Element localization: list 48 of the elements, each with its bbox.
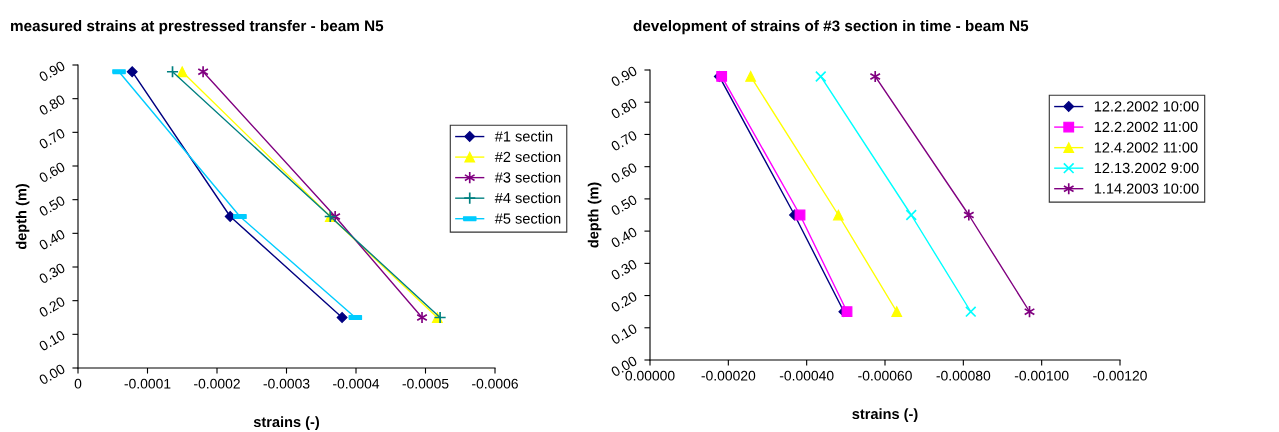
y-tick-label: 0.80 bbox=[610, 97, 638, 120]
x-tick-label: -0.00020 bbox=[701, 370, 756, 381]
y-tick-label: 0.70 bbox=[610, 130, 638, 152]
x-tick-label: -0.0005 bbox=[402, 378, 449, 389]
legend-label: #5 section bbox=[494, 213, 561, 224]
x-tick-label: -0.0006 bbox=[472, 378, 518, 389]
y-tick-label: 0.00 bbox=[38, 363, 66, 386]
legend-label: 12.4.2002 11:00 bbox=[1094, 142, 1198, 153]
y-tick-label: 0.80 bbox=[38, 94, 66, 116]
y-tick-label: 0.40 bbox=[610, 226, 638, 249]
y-tick-label: 0.60 bbox=[610, 162, 638, 184]
legend-label: #1 sectin bbox=[494, 130, 553, 142]
legend-label: #3 section bbox=[494, 171, 561, 183]
y-tick-label: 0.30 bbox=[38, 262, 66, 285]
y-tick-label: 0.90 bbox=[610, 65, 638, 88]
legend-label: 12.2.2002 11:00 bbox=[1094, 121, 1198, 133]
x-axis-title: strains (-) bbox=[852, 408, 918, 422]
y-axis-title: depth (m) bbox=[587, 182, 602, 248]
chart-title: measured strains at prestressed transfer - beam N5 bbox=[11, 20, 384, 35]
y-tick-label: 0.20 bbox=[610, 291, 638, 313]
y-tick-label: 0.60 bbox=[38, 161, 66, 184]
x-tick-label: -0.00040 bbox=[779, 370, 834, 381]
x-tick-label: -0.0003 bbox=[263, 378, 310, 389]
x-axis-title: strains (-) bbox=[253, 416, 319, 430]
legend-label: #2 section bbox=[494, 151, 561, 163]
chart-title: development of strains of #3 section in time - beam N5 bbox=[633, 20, 1029, 35]
legend-label: #4 section bbox=[494, 192, 561, 204]
y-tick-label: 0.10 bbox=[610, 323, 638, 345]
y-tick-label: 0.40 bbox=[38, 228, 66, 251]
legend-label: 1.14.2003 10:00 bbox=[1094, 183, 1199, 194]
x-tick-label: -0.00060 bbox=[858, 370, 912, 381]
y-tick-label: 0.30 bbox=[610, 258, 638, 281]
y-tick-label: 0.50 bbox=[38, 195, 66, 217]
x-tick-label: -0.00080 bbox=[936, 370, 991, 381]
x-tick-label: -0.0001 bbox=[124, 378, 171, 389]
y-tick-label: 0.90 bbox=[38, 60, 66, 83]
y-tick-label: 0.50 bbox=[610, 194, 638, 216]
y-tick-label: 0.20 bbox=[38, 296, 66, 318]
y-tick-label: 0.70 bbox=[38, 127, 66, 150]
x-tick-label: -0.00100 bbox=[1014, 370, 1069, 381]
y-tick-label: 0.10 bbox=[38, 329, 66, 352]
x-tick-label: 0 bbox=[74, 378, 82, 389]
x-tick-label: -0.00120 bbox=[1093, 370, 1147, 381]
x-tick-label: -0.0004 bbox=[333, 378, 380, 389]
legend-label: 12.2.2002 10:00 bbox=[1094, 101, 1199, 112]
x-tick-label: -0.0002 bbox=[194, 378, 240, 389]
y-axis-title: depth (m) bbox=[15, 184, 30, 250]
legend-label: 12.13.2002 9:00 bbox=[1094, 162, 1199, 174]
